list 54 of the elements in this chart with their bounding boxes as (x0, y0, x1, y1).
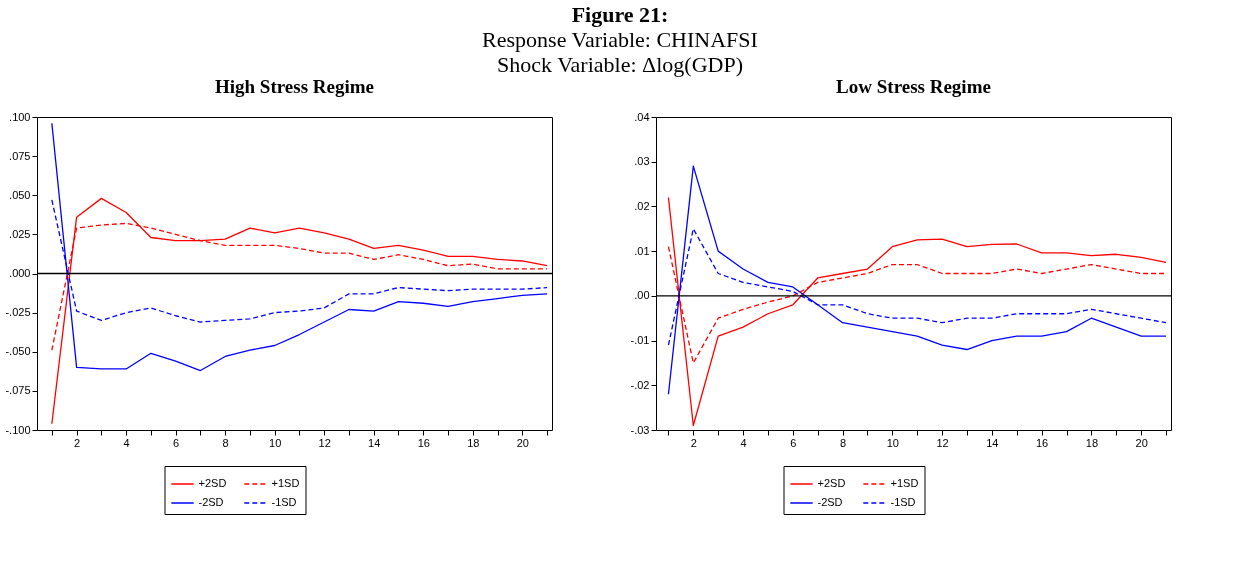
x-tick-label: 18 (467, 436, 480, 449)
x-tick-label: 20 (516, 436, 529, 449)
x-tick-label: 20 (1135, 436, 1148, 449)
x-tick-label: 4 (740, 436, 747, 449)
caption: Figure 21: (570, 2, 670, 27)
line-series (667, 165, 1167, 395)
text: Response Variable: CHINAFSI (481, 27, 759, 52)
legend-label: -1SD (271, 496, 297, 508)
legend-label: -2SD (817, 496, 843, 508)
x-tick-label: 10 (886, 436, 899, 449)
x-tick-label: 18 (1085, 436, 1099, 449)
x-tick-label: 10 (269, 436, 282, 449)
y-tick-label: -.050 (5, 345, 31, 358)
y-tick-label: -.100 (5, 423, 31, 436)
x-tick-label: 2 (74, 436, 81, 449)
x-tick-label: 4 (123, 436, 130, 449)
y-tick-label: .100 (9, 110, 31, 123)
x-tick-label: 14 (986, 436, 999, 449)
chart-title: Low Stress Regime (836, 76, 991, 97)
y-tick-label: .075 (9, 149, 31, 162)
x-tick-label: 8 (840, 436, 847, 449)
y-tick-label: -.01 (630, 334, 650, 347)
x-tick-label: 8 (222, 436, 229, 449)
y-tick-label: -.02 (630, 378, 650, 391)
y-tick-label: .02 (634, 199, 650, 212)
x-tick-label: 2 (690, 436, 697, 449)
y-tick-label: .050 (9, 188, 31, 201)
y-tick-label: .000 (9, 267, 31, 279)
legend-label: +2SD (817, 477, 846, 489)
x-tick-label: 16 (417, 436, 430, 449)
x-tick-label: 14 (368, 436, 381, 449)
y-tick-label: .04 (634, 110, 650, 123)
x-tick-label: 6 (790, 436, 797, 449)
legend-label: -1SD (890, 496, 916, 508)
y-tick-label: .025 (9, 227, 31, 240)
legend-label: +1SD (271, 477, 300, 489)
x-tick-label: 16 (1036, 436, 1049, 449)
x-tick-label: 12 (936, 436, 949, 449)
chart-title: High Stress Regime (214, 76, 375, 97)
line-series (51, 122, 548, 372)
legend-label: +1SD (890, 477, 919, 489)
text: Shock Variable: Δlog(GDP) (496, 52, 744, 77)
y-tick-label: -.025 (5, 306, 31, 319)
x-tick-label: 12 (318, 436, 331, 449)
y-tick-label: .00 (634, 289, 650, 302)
y-tick-label: -.075 (5, 384, 31, 397)
legend-label: -2SD (198, 496, 224, 508)
y-tick-label: .01 (634, 244, 650, 257)
x-tick-label: 6 (173, 436, 180, 449)
y-tick-label: -.03 (630, 423, 650, 436)
line-series (667, 196, 1167, 427)
y-tick-label: .03 (634, 155, 650, 168)
legend-label: +2SD (198, 477, 227, 489)
line-series (51, 197, 548, 425)
